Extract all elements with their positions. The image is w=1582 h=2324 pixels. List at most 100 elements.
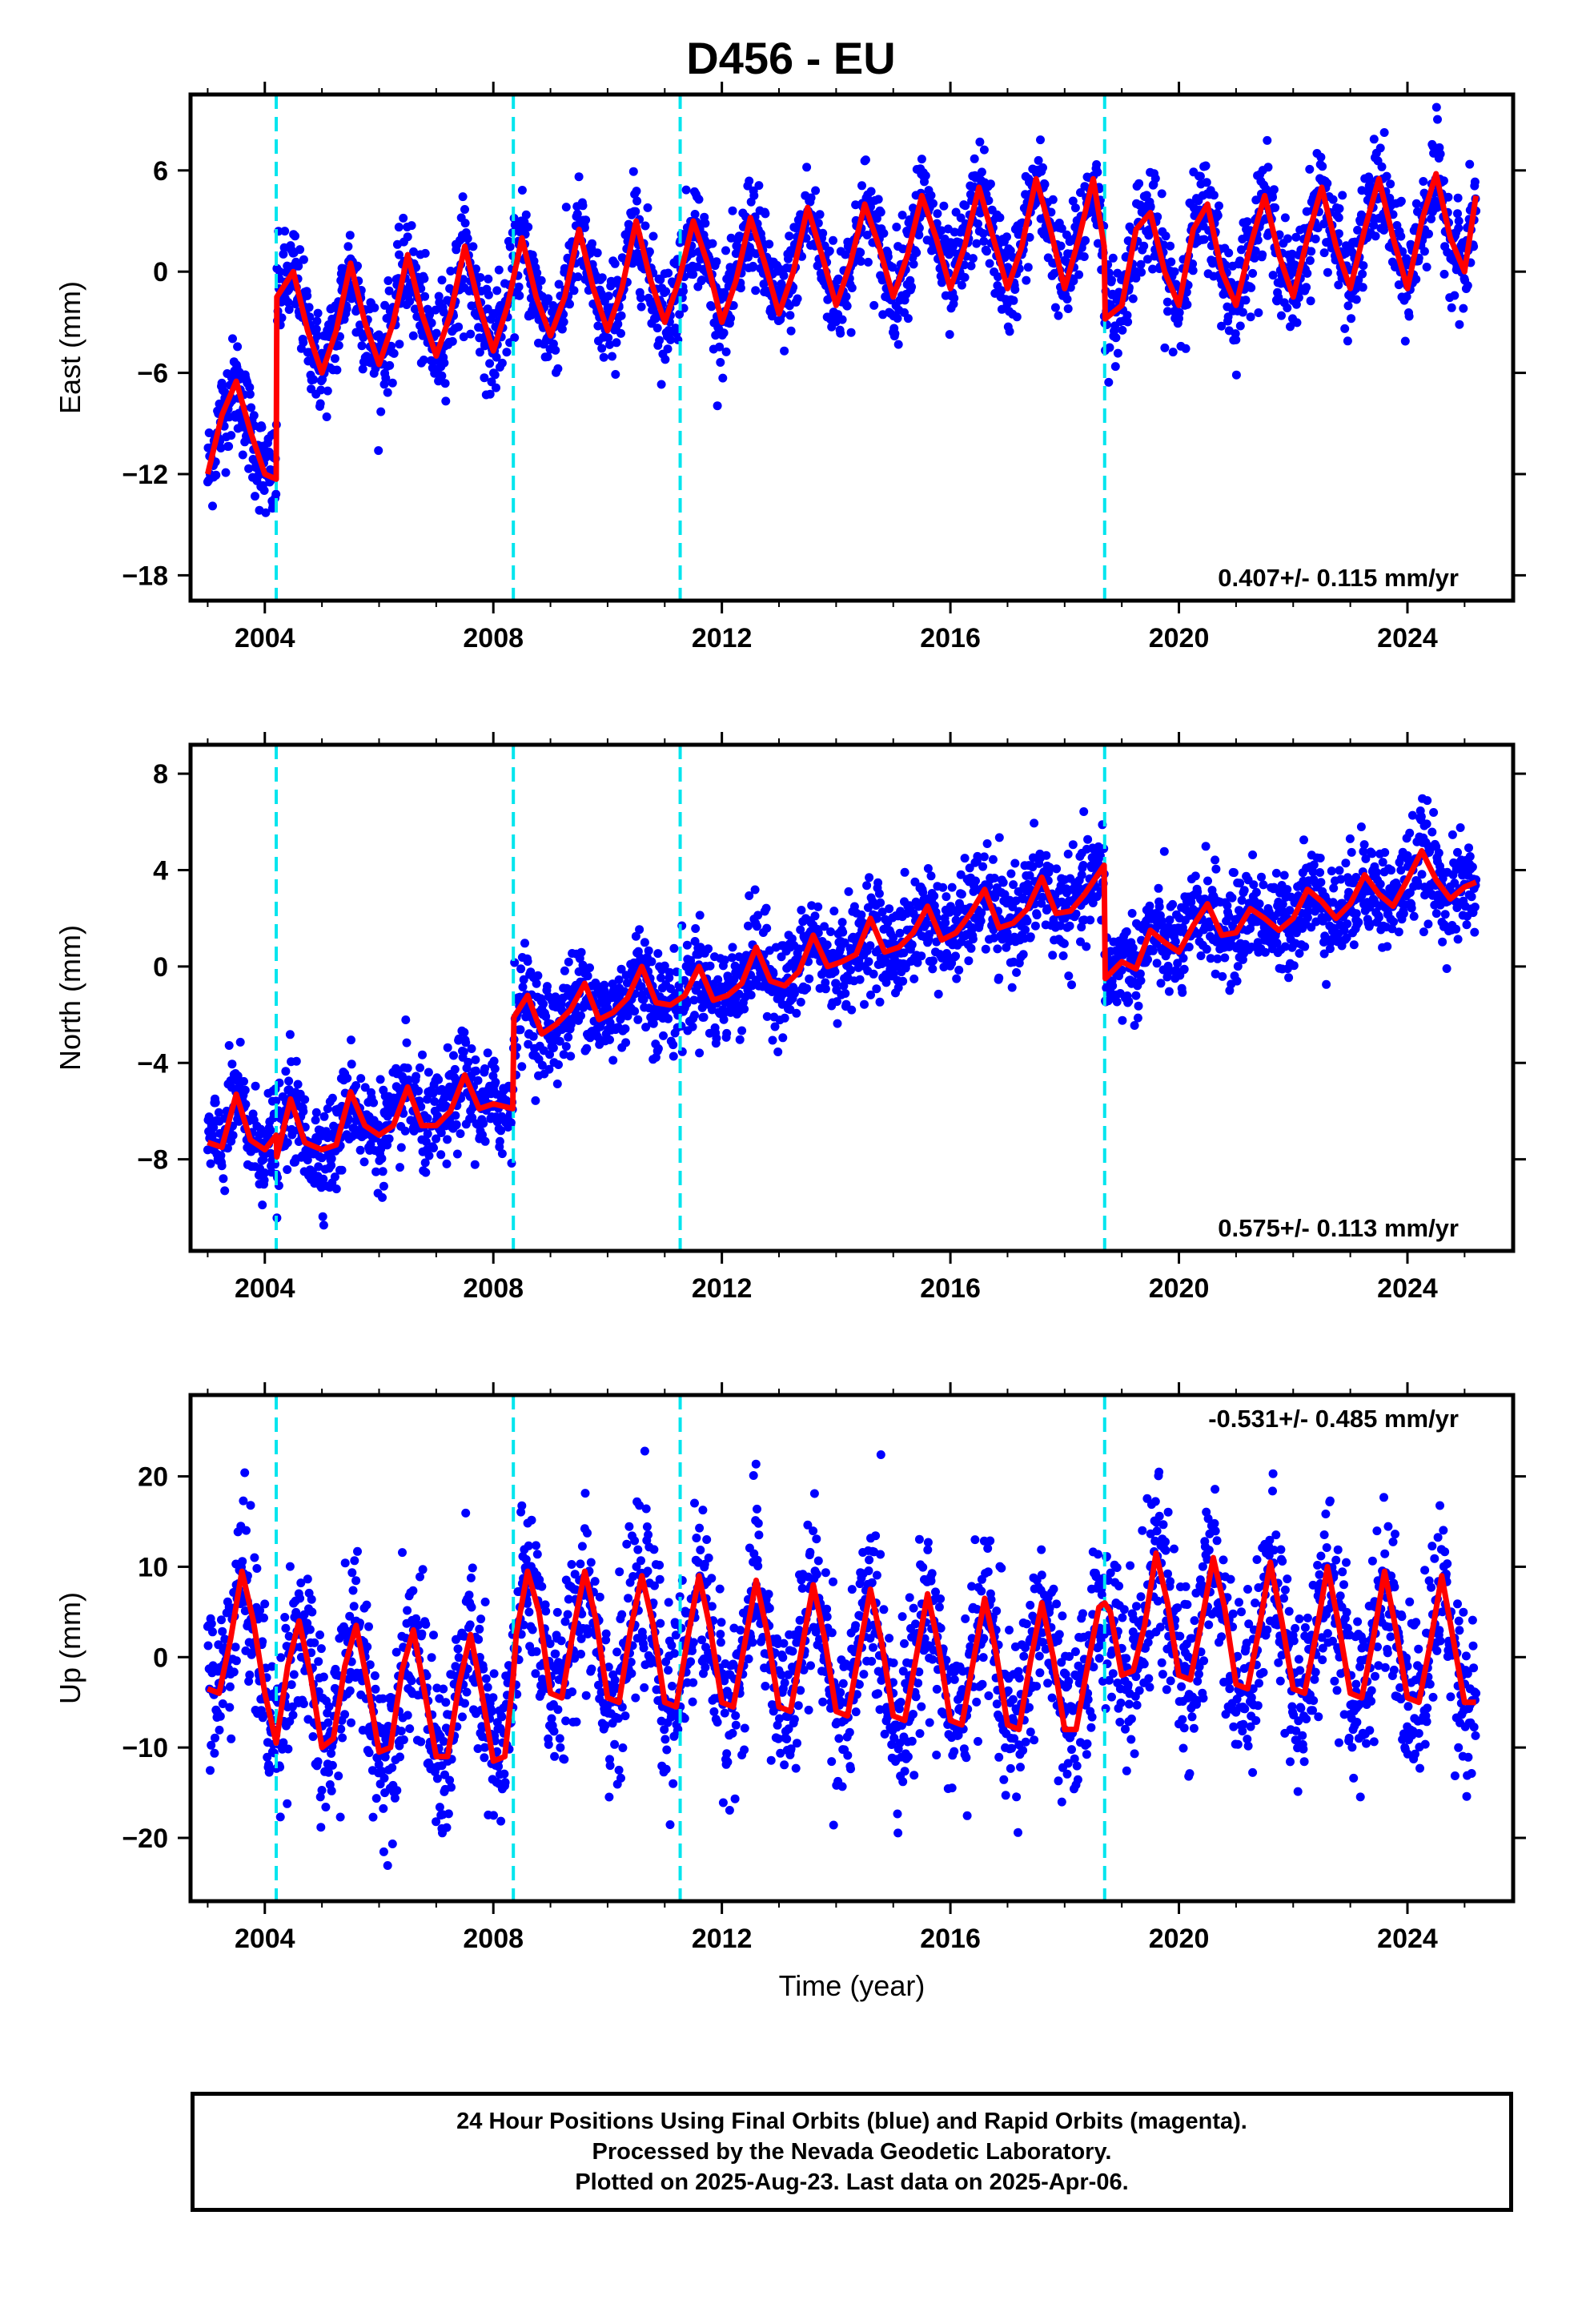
data-point [872,914,881,923]
data-point [473,1076,483,1085]
data-point [1056,241,1066,251]
data-point [1028,853,1038,862]
data-point [1369,135,1379,144]
data-point [557,324,567,334]
data-point [1220,953,1230,963]
data-point [1215,201,1223,211]
data-point [1251,195,1261,205]
data-point [271,1096,281,1106]
data-point [612,338,621,348]
data-point [1323,267,1332,277]
data-point [484,274,493,283]
data-point [640,221,650,231]
data-point [574,172,584,182]
data-point [1146,203,1155,212]
data-point [578,960,588,970]
data-point [735,1035,745,1044]
data-point [291,1056,301,1066]
data-point [688,1022,697,1031]
data-point [746,991,756,999]
data-point [441,396,451,406]
data-point [704,944,713,954]
data-point [251,492,259,501]
data-point [506,1118,516,1128]
data-point [483,1048,492,1058]
data-point [659,1031,668,1040]
data-point [427,318,436,328]
data-point [460,1027,469,1037]
data-point [1133,1013,1142,1023]
data-point [497,358,507,368]
data-point [890,329,900,339]
data-point [897,211,907,220]
data-point [697,275,707,285]
data-point [1108,253,1118,263]
data-point [1302,283,1311,292]
data-point [1280,942,1290,951]
data-point [1211,855,1220,865]
data-point [1068,840,1078,850]
data-point [851,200,861,210]
data-point [327,1093,337,1103]
data-point [900,867,909,877]
data-point [319,1220,328,1230]
data-point [370,303,379,312]
data-point [319,1112,329,1121]
data-point [628,167,638,176]
x-tick-label: 2016 [920,623,981,653]
data-point [889,969,898,979]
data-point [564,957,573,967]
data-point [1454,216,1464,226]
data-point [663,344,673,354]
data-point [785,1005,795,1015]
data-point [1463,281,1472,291]
data-point [648,1019,658,1028]
data-point [895,928,905,938]
data-point [284,1076,294,1086]
data-point [380,300,390,310]
data-point [612,275,622,285]
data-point [510,333,520,343]
data-point [675,310,685,319]
data-point [239,1076,248,1086]
data-point [926,871,936,881]
data-point [1419,177,1428,186]
data-point [1347,314,1356,324]
data-point [281,1067,291,1076]
data-point [440,379,450,388]
data-point [1400,336,1410,346]
data-point [912,248,921,257]
data-point [993,944,1002,954]
data-point [779,271,789,280]
data-point [1235,879,1245,888]
data-point [892,223,901,231]
data-point [1371,231,1380,241]
data-point [950,293,959,303]
data-point [690,210,700,219]
data-point [553,364,563,373]
data-point [1139,241,1149,251]
data-point [434,1075,444,1084]
data-point [599,352,608,362]
data-point [378,1192,387,1202]
data-point [1319,248,1329,258]
data-point [404,1076,413,1084]
data-point [592,248,602,258]
data-point [1263,135,1272,145]
data-point [565,300,574,309]
data-point [640,938,649,947]
data-point [295,245,305,255]
data-point [1305,164,1315,174]
data-point [471,1055,480,1064]
data-point [826,927,835,936]
data-point [610,259,620,268]
data-point [1022,275,1031,285]
data-point [712,1033,721,1043]
data-point [1000,890,1010,899]
data-point [521,210,531,219]
data-point [780,1013,789,1023]
data-point [1062,295,1072,304]
data-point [524,1039,533,1049]
data-point [1030,818,1039,828]
data-point [1343,301,1353,311]
